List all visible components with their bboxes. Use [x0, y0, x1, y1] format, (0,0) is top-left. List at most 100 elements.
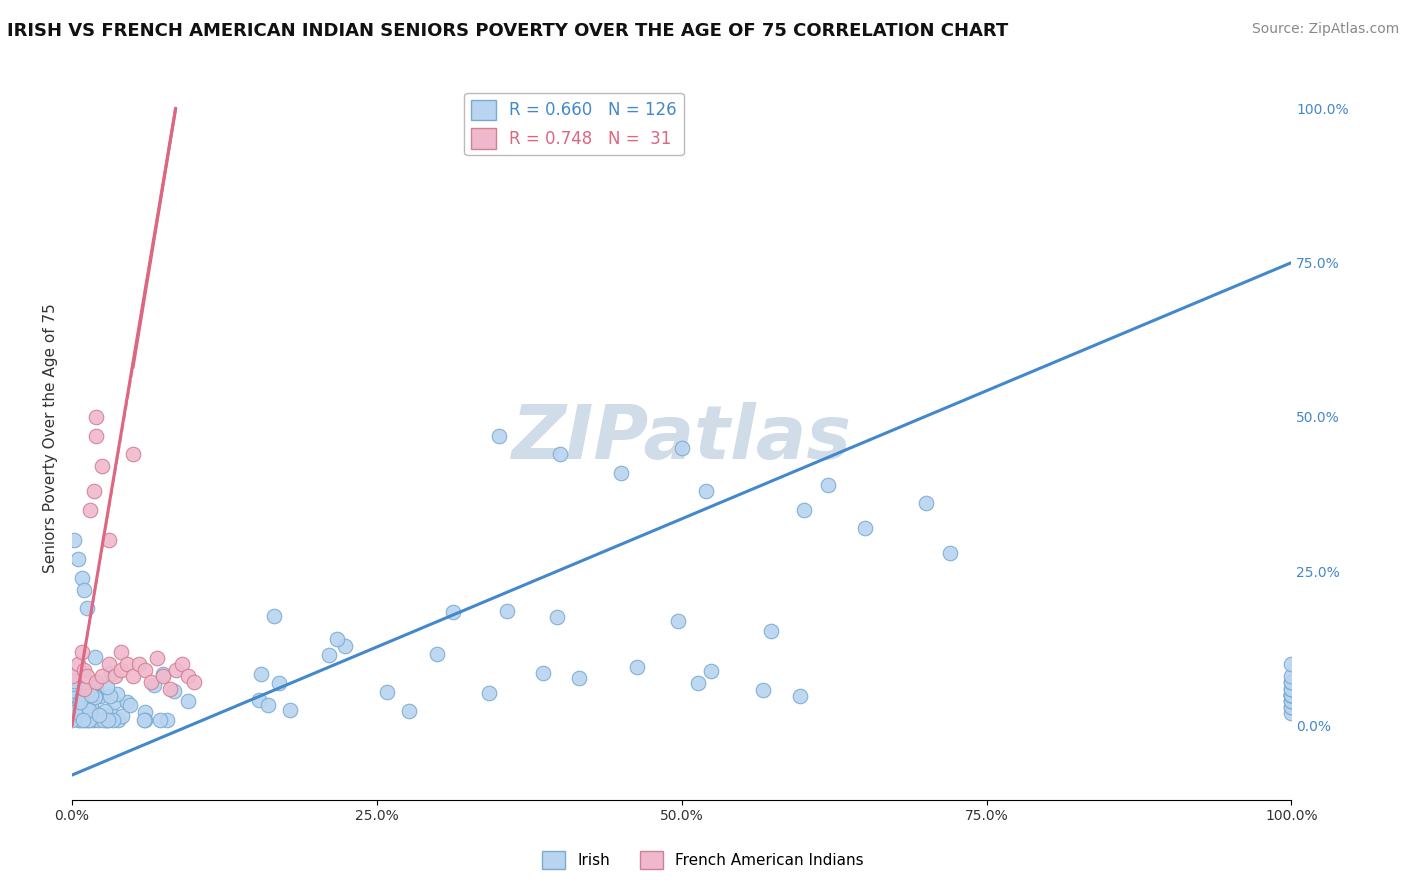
Point — [83, 650, 105, 665]
Point — [83, 484, 105, 499]
Point — [67, 698, 90, 713]
Point — [82, 712, 104, 726]
Point — [256, 698, 278, 713]
Point — [1279, 688, 1302, 702]
Point — [626, 660, 648, 674]
Point — [82, 710, 104, 724]
Point — [269, 675, 291, 690]
Point — [110, 644, 132, 658]
Point — [495, 604, 517, 618]
Point — [326, 632, 349, 646]
Point — [488, 428, 510, 442]
Point — [1279, 694, 1302, 708]
Point — [1279, 706, 1302, 721]
Point — [1279, 688, 1302, 702]
Y-axis label: Seniors Poverty Over the Age of 75: Seniors Poverty Over the Age of 75 — [44, 303, 58, 574]
Point — [817, 478, 839, 492]
Point — [152, 669, 174, 683]
Point — [65, 706, 87, 721]
Point — [77, 713, 100, 727]
Point — [97, 533, 120, 548]
Point — [759, 624, 782, 639]
Point — [79, 712, 101, 726]
Point — [70, 711, 93, 725]
Point — [671, 441, 693, 455]
Point — [100, 665, 122, 680]
Point — [134, 705, 156, 719]
Point — [72, 692, 94, 706]
Point — [134, 713, 156, 727]
Point — [83, 690, 105, 705]
Point — [793, 502, 815, 516]
Text: ZIPatlas: ZIPatlas — [512, 402, 852, 475]
Point — [63, 684, 86, 698]
Point — [63, 705, 86, 719]
Point — [1279, 657, 1302, 671]
Point — [695, 484, 717, 499]
Point — [789, 689, 811, 703]
Point — [77, 682, 100, 697]
Point — [73, 663, 96, 677]
Point — [91, 669, 114, 683]
Point — [84, 680, 107, 694]
Point — [83, 689, 105, 703]
Point — [80, 698, 103, 713]
Point — [146, 650, 169, 665]
Point — [939, 546, 962, 560]
Point — [70, 708, 93, 723]
Point — [98, 689, 121, 703]
Point — [86, 409, 108, 424]
Point — [141, 675, 163, 690]
Point — [546, 610, 568, 624]
Point — [752, 683, 775, 698]
Point — [63, 533, 86, 548]
Point — [67, 552, 90, 566]
Point — [1279, 675, 1302, 690]
Point — [278, 703, 301, 717]
Point — [79, 690, 101, 705]
Point — [76, 707, 98, 722]
Point — [152, 666, 174, 681]
Point — [60, 713, 83, 727]
Point — [1279, 688, 1302, 702]
Point — [142, 678, 165, 692]
Point — [177, 693, 200, 707]
Point — [115, 657, 138, 671]
Point — [87, 713, 110, 727]
Text: Source: ZipAtlas.com: Source: ZipAtlas.com — [1251, 22, 1399, 37]
Point — [89, 689, 111, 703]
Point — [63, 711, 86, 725]
Point — [77, 703, 100, 717]
Point — [70, 570, 93, 584]
Point — [1279, 700, 1302, 714]
Point — [134, 713, 156, 727]
Point — [80, 686, 103, 700]
Point — [73, 681, 96, 696]
Point — [105, 687, 128, 701]
Point — [609, 466, 631, 480]
Legend: Irish, French American Indians: Irish, French American Indians — [536, 845, 870, 875]
Point — [163, 684, 186, 698]
Point — [76, 669, 98, 683]
Point — [249, 667, 271, 681]
Point — [82, 713, 104, 727]
Point — [426, 647, 449, 661]
Point — [80, 708, 103, 723]
Point — [318, 648, 340, 663]
Text: IRISH VS FRENCH AMERICAN INDIAN SENIORS POVERTY OVER THE AGE OF 75 CORRELATION C: IRISH VS FRENCH AMERICAN INDIAN SENIORS … — [7, 22, 1008, 40]
Point — [107, 713, 129, 727]
Point — [853, 521, 876, 535]
Point — [149, 713, 172, 727]
Point — [93, 704, 115, 718]
Point — [63, 691, 86, 706]
Point — [96, 713, 118, 727]
Point — [156, 713, 179, 727]
Point — [60, 669, 83, 683]
Point — [89, 707, 111, 722]
Point — [110, 663, 132, 677]
Point — [1279, 669, 1302, 683]
Point — [94, 713, 117, 727]
Point — [914, 496, 936, 510]
Point — [666, 615, 689, 629]
Point — [111, 708, 134, 723]
